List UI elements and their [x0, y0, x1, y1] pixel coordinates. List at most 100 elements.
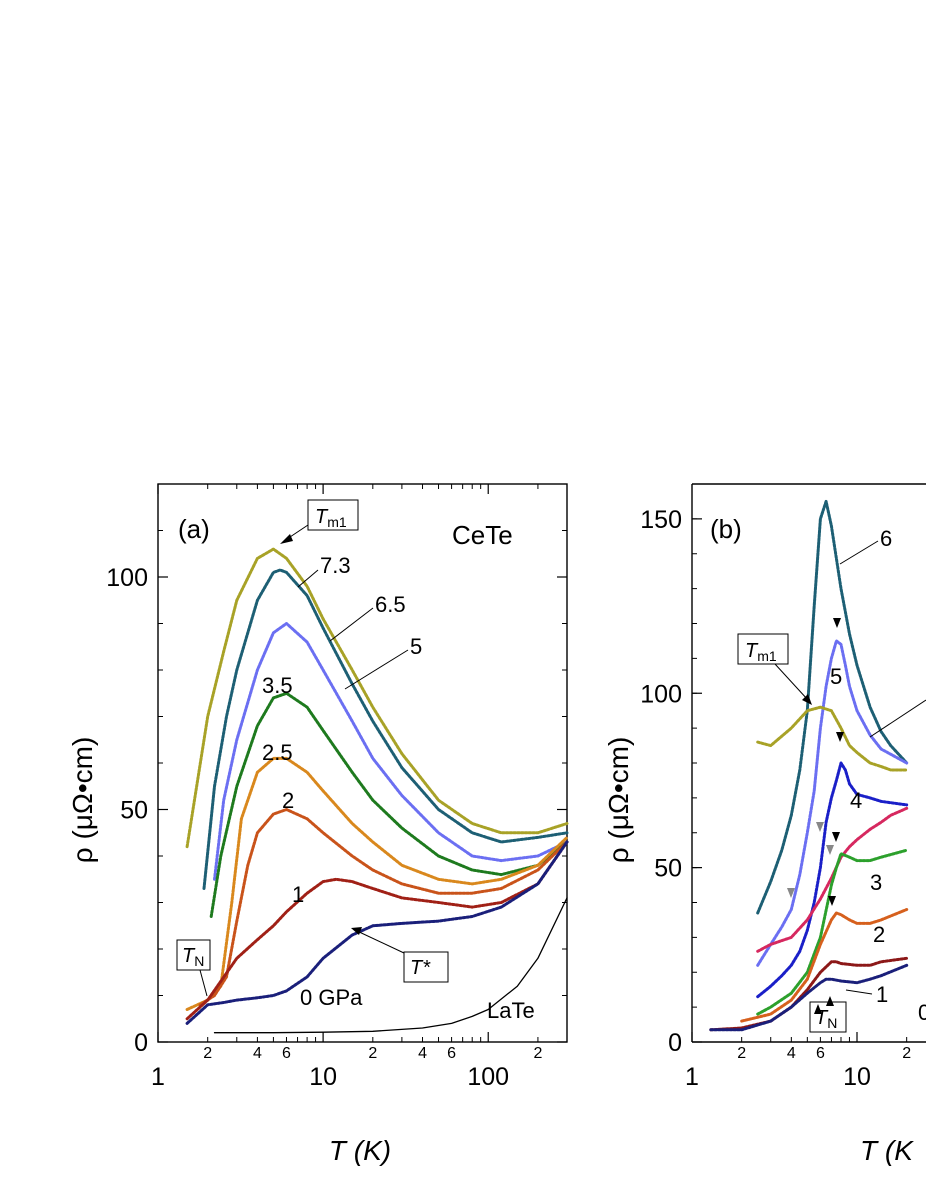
label-7-3: 7.3: [320, 553, 351, 578]
tm1-arrowhead-a: [280, 534, 293, 544]
leader-7-3: [297, 569, 319, 588]
series-2: [198, 808, 569, 1007]
x-minor-label: 2: [533, 1045, 542, 1062]
panel-b-ylabel: ρ (μΩ•cm): [603, 737, 634, 864]
label-b-2: 2: [873, 922, 885, 947]
arrow-b-5: [833, 618, 841, 628]
panel-a-xlabel: T (K): [329, 1135, 391, 1166]
y-tick-label-100: 100: [640, 680, 682, 708]
x-minor-label: 4: [787, 1045, 796, 1062]
panel-a-ticks: 1 10 100 2 4 6 2 4 6 2 0 50 100: [106, 483, 568, 1091]
arrow-b-grey-3: [826, 845, 834, 855]
series-6-5: [202, 568, 569, 890]
label-2: 2: [282, 788, 294, 813]
leader-b-1: [845, 989, 873, 995]
y-tick-label-150: 150: [640, 506, 682, 534]
y-tick-label-100: 100: [106, 564, 148, 592]
x-tick-label-1: 1: [151, 1063, 165, 1091]
series-5: [756, 639, 909, 967]
x-minor-label: 4: [253, 1045, 262, 1062]
leader-b-6: [839, 540, 879, 565]
x-minor-label: 6: [447, 1045, 456, 1062]
label-b-0: 0: [918, 1000, 926, 1025]
label-0-gpa: 0 GPa: [300, 985, 363, 1010]
x-minor-label: 2: [203, 1045, 212, 1062]
label-b-3: 3: [870, 870, 882, 895]
series-late: [213, 897, 568, 1034]
leader-b-tm1: [869, 699, 926, 738]
series-7-3: [185, 547, 569, 849]
tn-box-a: [176, 939, 211, 971]
leader-6-5: [329, 607, 374, 642]
tn-box-b: [809, 1001, 847, 1033]
label-6-5: 6.5: [375, 592, 406, 617]
y-tick-label-0: 0: [134, 1029, 148, 1057]
series-5: [213, 622, 569, 881]
x-minor-label: 2: [737, 1045, 746, 1062]
series-4: [756, 761, 909, 999]
material-label: CeTe: [452, 520, 513, 550]
arrow-b-1: [826, 996, 834, 1006]
arrow-b-4: [836, 732, 844, 742]
tm1-label-a: Tm1: [315, 506, 347, 530]
tm1-label-b: Tm1: [745, 640, 777, 664]
label-late: LaTe: [487, 998, 535, 1023]
panel-a-ylabel: ρ (μΩ•cm): [67, 737, 98, 864]
series-3-5: [209, 691, 569, 918]
panel-a-series: [185, 547, 569, 1034]
series-0: [709, 963, 909, 1032]
arrow-b-3: [832, 832, 840, 842]
series-0-gpa: [185, 840, 569, 1025]
y-tick-label-0: 0: [668, 1029, 682, 1057]
x-minor-label: 6: [816, 1045, 825, 1062]
tm1-box-b: [737, 633, 789, 665]
arrow-b-grey-1: [787, 888, 795, 898]
x-minor-label: 4: [418, 1045, 427, 1062]
panel-b-transition-arrows: [787, 618, 844, 1014]
tm1-arrowhead-b: [802, 694, 812, 705]
panel-b-tag: (b): [710, 514, 742, 544]
x-minor-label: 2: [902, 1045, 911, 1062]
label-1: 1: [292, 882, 304, 907]
label-b-1: 1: [876, 982, 888, 1007]
arrow-b-2: [828, 896, 836, 906]
label-b-4: 4: [850, 788, 862, 813]
x-tick-label-1: 1: [685, 1063, 699, 1091]
series-2-5: [185, 756, 569, 1011]
arrow-b-grey-2: [816, 822, 824, 832]
panel-b-ticks: 1 10 2 4 6 2 0 50 100 150: [640, 483, 911, 1091]
series-6: [756, 499, 909, 915]
series-1: [185, 840, 569, 1021]
panel-b-series: [709, 499, 909, 1032]
label-3-5: 3.5: [262, 673, 293, 698]
tm1-box-a: [307, 499, 359, 531]
panel-b-xlabel: T (K: [860, 1135, 914, 1166]
y-tick-label-50: 50: [654, 855, 682, 883]
x-tick-label-10: 10: [309, 1063, 337, 1091]
series-3: [756, 848, 909, 1016]
label-2-5: 2.5: [262, 740, 293, 765]
label-b-6: 6: [880, 526, 892, 551]
panel-a: 1 10 100 2 4 6 2 4 6 2 0 50 100 (a) CeTe ρ (μΩ•cm) T…: [67, 483, 569, 1166]
y-tick-label-50: 50: [120, 797, 148, 825]
tstar-arrow: [354, 929, 405, 954]
tstar-label: T*: [410, 957, 431, 979]
x-minor-label: 2: [368, 1045, 377, 1062]
tstar-box: [403, 951, 449, 983]
x-tick-label-10: 10: [843, 1063, 871, 1091]
panel-a-tag: (a): [178, 514, 210, 544]
x-minor-label: 6: [282, 1045, 291, 1062]
label-5: 5: [410, 634, 422, 659]
tstar-arrowhead: [351, 927, 362, 935]
leader-5: [344, 649, 409, 690]
tm1-arrow-b: [774, 663, 809, 701]
label-b-5: 5: [830, 664, 842, 689]
series-t-m1-curve: [756, 705, 909, 772]
x-tick-label-100: 100: [467, 1063, 509, 1091]
tn-label-a: TN: [182, 945, 204, 969]
tn-line-a: [199, 969, 208, 997]
arrow-b-0: [814, 1004, 822, 1014]
series-2: [740, 908, 909, 1023]
